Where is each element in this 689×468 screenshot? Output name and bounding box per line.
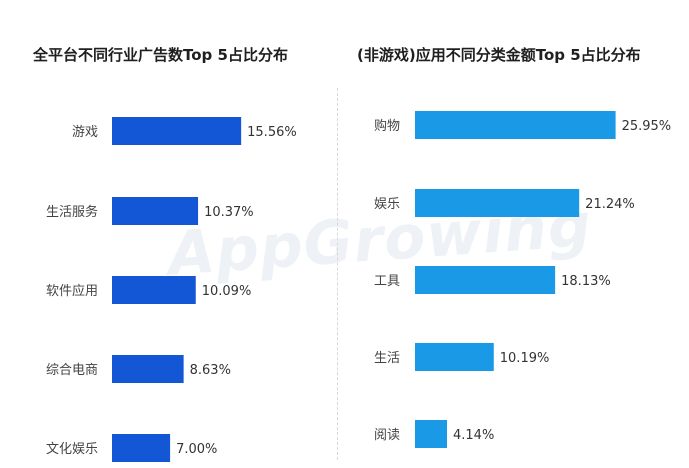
left-bar [112, 434, 171, 462]
right-value-label: 25.95% [622, 119, 672, 134]
right-value-label: 18.13% [561, 274, 611, 289]
right-category-label: 工具 [374, 274, 400, 289]
left-category-label: 文化娱乐 [46, 442, 98, 457]
right-category-label: 生活 [374, 351, 400, 366]
left-value-label: 8.63% [190, 363, 231, 378]
left-value-label: 7.00% [176, 442, 217, 457]
left-category-label: 软件应用 [46, 283, 98, 299]
left-bar [112, 355, 184, 383]
right-bar [415, 420, 448, 448]
right-value-label: 4.14% [453, 428, 494, 443]
left-category-label: 游戏 [72, 125, 98, 140]
left-category-label: 生活服务 [46, 204, 98, 220]
left-bar [112, 117, 242, 145]
left-category-label: 综合电商 [46, 363, 98, 378]
left-bar [112, 197, 199, 225]
right-category-label: 娱乐 [374, 197, 400, 212]
right-bar [415, 343, 494, 371]
right-bar [415, 111, 616, 139]
chart-title-right: (非游戏)应用不同分类金额Top 5占比分布 [357, 46, 641, 64]
right-bar [415, 266, 556, 294]
left-value-label: 10.09% [202, 284, 252, 299]
chart-title-left: 全平台不同行业广告数Top 5占比分布 [33, 46, 288, 64]
left-value-label: 15.56% [247, 125, 297, 140]
chart-divider [337, 88, 338, 460]
left-bar [112, 276, 196, 304]
right-category-label: 阅读 [374, 428, 400, 443]
right-category-label: 购物 [374, 118, 400, 134]
right-bar [415, 189, 580, 217]
right-value-label: 21.24% [585, 197, 635, 212]
right-value-label: 10.19% [500, 351, 550, 366]
left-value-label: 10.37% [204, 205, 254, 220]
